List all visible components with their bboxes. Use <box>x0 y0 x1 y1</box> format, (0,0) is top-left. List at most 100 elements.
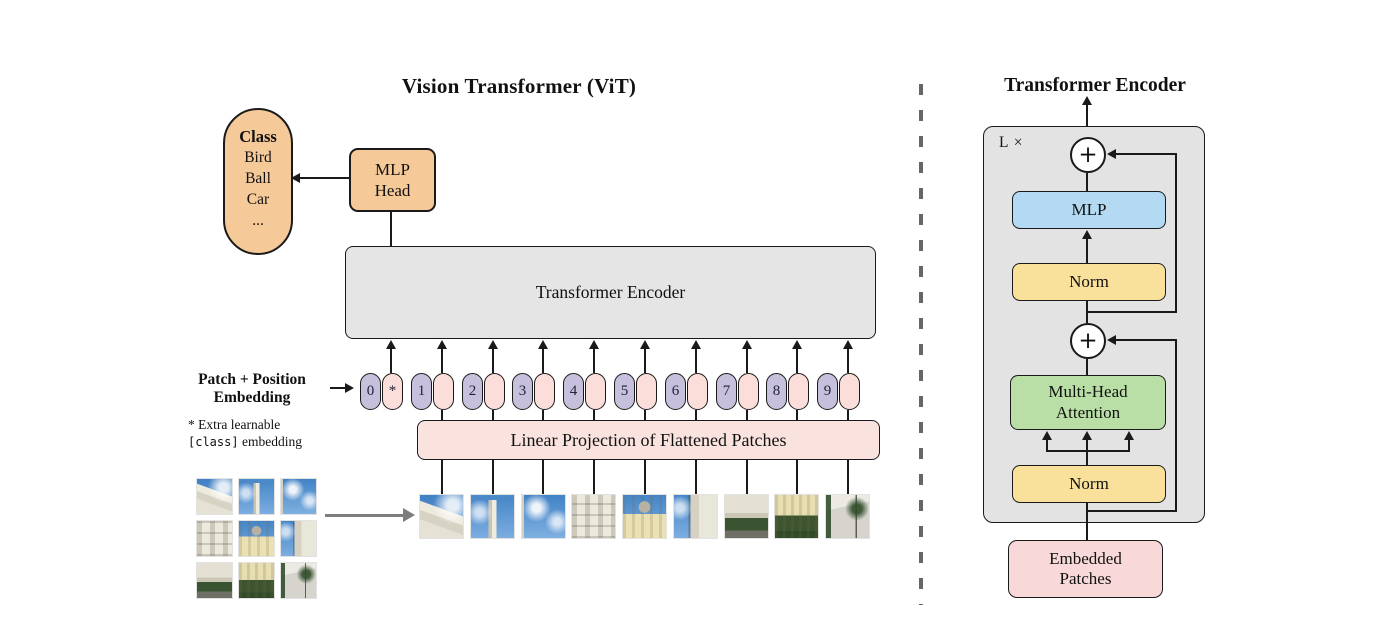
arrowhead-up-icon <box>588 340 599 349</box>
connector <box>644 460 646 494</box>
patch-embedding-token <box>738 373 759 410</box>
arrow-embedding-label <box>330 387 345 389</box>
arrowhead-up-icon <box>741 340 752 349</box>
class-item: Bird <box>244 149 272 166</box>
patch-cell <box>196 520 233 557</box>
connector <box>492 460 494 494</box>
encoder-detail-title: Transformer Encoder <box>1004 75 1186 96</box>
connector-encoder-output <box>1086 105 1088 138</box>
arrowhead-left-icon <box>1107 148 1116 159</box>
patch-cell <box>280 520 317 557</box>
arrowhead-up-icon <box>436 340 447 349</box>
mlp-head-box: MLP Head <box>349 148 436 212</box>
position-token: 6 <box>665 373 686 410</box>
patch-embedding-token <box>433 373 454 410</box>
patch-embedding-token <box>839 373 860 410</box>
connector-mlphead-encoder <box>390 212 392 246</box>
connector <box>1086 503 1088 540</box>
multi-head-attention-block: Multi-Head Attention <box>1010 375 1166 430</box>
patch-cell <box>238 478 275 515</box>
residual-add-icon: + <box>1070 137 1106 173</box>
attention-branch-bar <box>1047 450 1129 452</box>
arrow-image-to-patches <box>325 514 405 517</box>
patch-cell <box>280 478 317 515</box>
token-pair-3: 3 <box>512 373 556 410</box>
class-header: Class <box>239 127 277 146</box>
arrowhead-up-icon <box>842 340 853 349</box>
connector <box>1046 440 1048 452</box>
arrowhead-left-icon <box>1107 334 1116 345</box>
footnote-line: [class] embedding <box>188 434 302 449</box>
connector <box>492 410 494 420</box>
patch-cell <box>238 520 275 557</box>
patch-thumbnail <box>673 494 718 539</box>
connector <box>1086 359 1088 375</box>
embedded-patches-block: Embedded Patches <box>1008 540 1163 598</box>
residual-add-icon: + <box>1070 323 1106 359</box>
connector <box>796 410 798 420</box>
class-item: Ball <box>245 170 271 187</box>
mlp-block: MLP <box>1012 191 1166 229</box>
token-pair-9: 9 <box>817 373 861 410</box>
embedded-patches-label: Patches <box>1059 569 1112 588</box>
patch-embedding-token <box>484 373 505 410</box>
norm-block-1: Norm <box>1012 263 1166 301</box>
dashed-separator <box>919 84 923 605</box>
transformer-encoder-box: Transformer Encoder <box>345 246 876 339</box>
connector <box>847 410 849 420</box>
class-item: Car <box>246 191 270 208</box>
connector <box>593 410 595 420</box>
patch-thumbnail <box>724 494 769 539</box>
attention-label: Attention <box>1055 402 1121 422</box>
footnote-line: * Extra learnable <box>188 417 281 432</box>
connector <box>441 410 443 420</box>
arrowhead-right-icon <box>403 508 415 522</box>
token-pair-4: 4 <box>563 373 607 410</box>
patch-thumbnail <box>571 494 616 539</box>
connector <box>593 460 595 494</box>
arrow-token-to-encoder <box>593 349 595 373</box>
patch-thumbnail <box>470 494 515 539</box>
skip-connection-1 <box>1175 153 1177 313</box>
patch-embedding-token <box>687 373 708 410</box>
arrow-token-to-encoder <box>441 349 443 373</box>
token-pair-1: 1 <box>411 373 455 410</box>
class-token: * <box>382 373 403 410</box>
arrowhead-up-icon <box>639 340 650 349</box>
arrow-token-to-encoder <box>847 349 849 373</box>
position-token: 9 <box>817 373 838 410</box>
position-token: 2 <box>462 373 483 410</box>
patch-position-embedding-label: Patch + Position Embedding <box>198 371 306 406</box>
arrowhead-up-icon <box>791 340 802 349</box>
connector <box>1128 440 1130 452</box>
norm-block-2: Norm <box>1012 465 1166 503</box>
connector <box>695 410 697 420</box>
position-token: 0 <box>360 373 381 410</box>
patch-thumbnail <box>419 494 464 539</box>
position-token: 5 <box>614 373 635 410</box>
linear-projection-label: Linear Projection of Flattened Patches <box>510 429 787 450</box>
connector <box>695 460 697 494</box>
arrow-token-to-encoder <box>796 349 798 373</box>
patch-embedding-token <box>585 373 606 410</box>
norm-label: Norm <box>1069 473 1109 493</box>
class-item: ... <box>252 212 264 229</box>
token-pair-0: 0 * <box>360 373 404 410</box>
mlp-head-label: Head <box>374 181 411 200</box>
arrowhead-up-icon <box>1041 431 1052 440</box>
embedded-patches-label: Embedded <box>1049 548 1122 568</box>
connector <box>1086 239 1088 263</box>
arrowhead-up-icon <box>1123 431 1134 440</box>
connector <box>746 460 748 494</box>
arrowhead-left-icon <box>291 172 300 183</box>
patch-cell <box>196 478 233 515</box>
connector <box>1086 301 1088 323</box>
token-pair-2: 2 <box>462 373 506 410</box>
linear-projection-box: Linear Projection of Flattened Patches <box>417 420 880 460</box>
patch-thumbnail <box>521 494 566 539</box>
class-token-footnote: * Extra learnable [class] embedding <box>188 416 302 451</box>
token-pair-8: 8 <box>766 373 810 410</box>
token-pair-7: 7 <box>716 373 760 410</box>
transformer-encoder-label: Transformer Encoder <box>535 282 686 302</box>
